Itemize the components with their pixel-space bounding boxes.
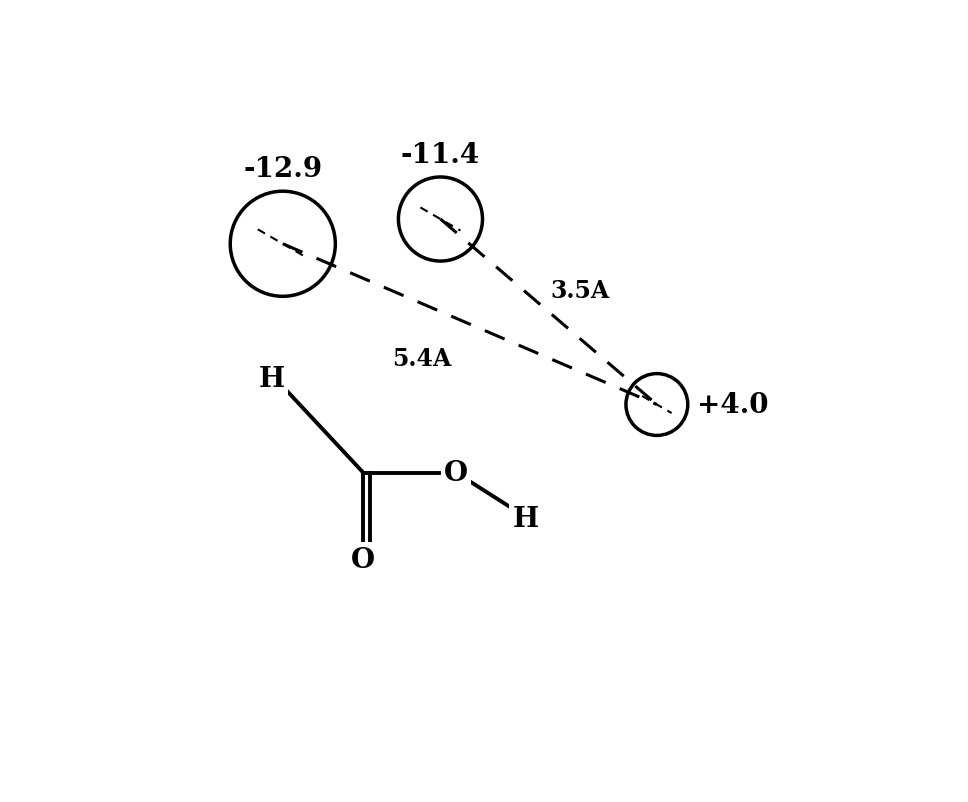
Text: H: H (513, 506, 539, 533)
Text: O: O (351, 546, 376, 573)
Text: +4.0: +4.0 (697, 391, 769, 419)
Text: O: O (444, 460, 468, 487)
Text: 5.4A: 5.4A (392, 346, 452, 371)
Text: H: H (258, 366, 285, 392)
Text: -11.4: -11.4 (401, 141, 480, 168)
Text: 3.5A: 3.5A (550, 279, 609, 302)
Text: -12.9: -12.9 (243, 156, 322, 183)
